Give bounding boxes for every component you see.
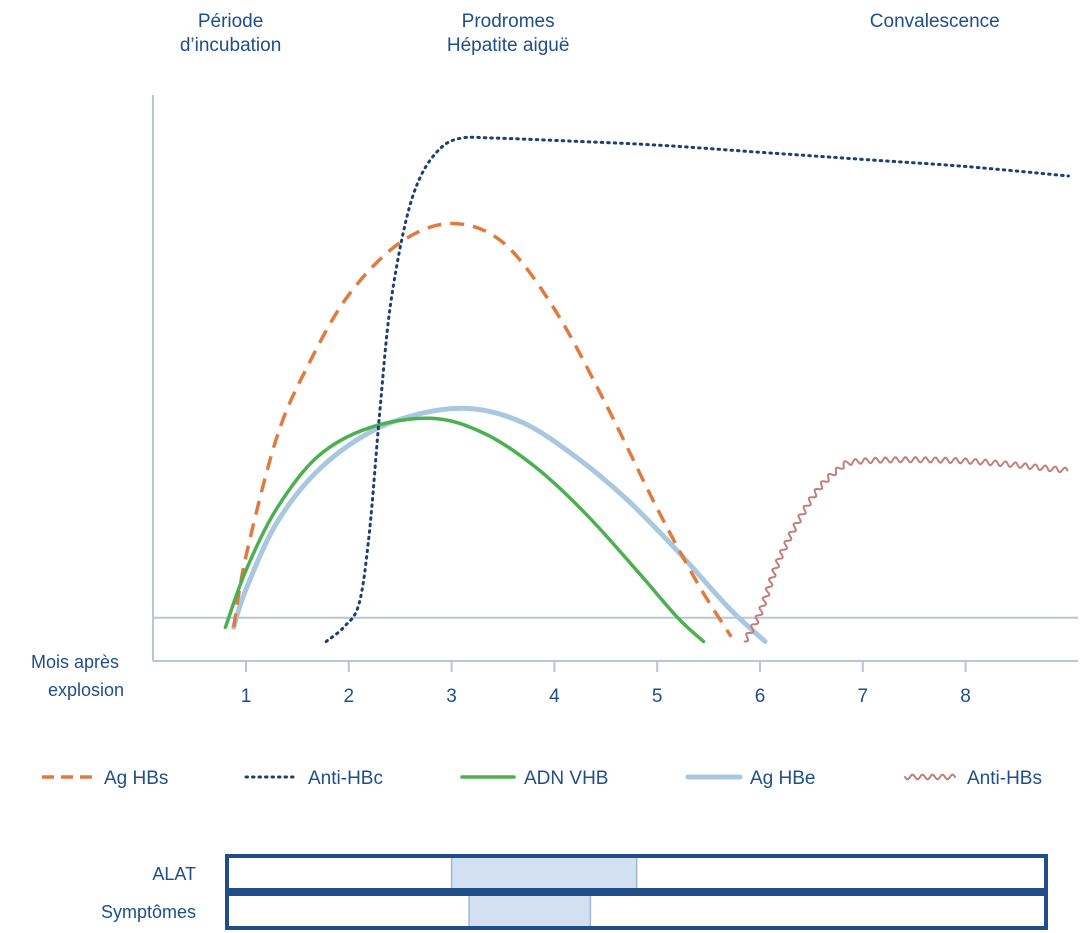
legend-swatch-anti-hbs (904, 773, 956, 781)
legend-label-ag-hbe: Ag HBe (750, 768, 815, 789)
phase-label-line: d’incubation (180, 35, 281, 56)
x-tick-label: 2 (344, 686, 355, 707)
series-adn-vhb-line (223, 416, 706, 644)
x-tick-label: 4 (549, 686, 560, 707)
series-anti-hbc-line (324, 135, 1070, 643)
bar-label-symptomes: Symptômes (101, 902, 196, 922)
bar-frame-alat (225, 854, 1048, 892)
x-axis-label-line-1: Mois après (31, 652, 119, 672)
phase-label-3: Convalescence (870, 11, 1000, 32)
axes (152, 95, 1078, 662)
series-ag-hbs-line (231, 221, 733, 638)
x-tick-label: 5 (652, 686, 663, 707)
series-anti-hbs-line (743, 456, 1069, 643)
phase-label-line: Convalescence (870, 11, 1000, 32)
alat-symptom-bars: ALAT Symptômes (101, 854, 1048, 930)
phase-label-line: Prodromes (462, 11, 555, 32)
x-tick-label: 3 (446, 686, 457, 707)
x-axis-label: Mois après explosion (31, 652, 124, 700)
phase-label-line: Période (198, 11, 264, 32)
legend-label-anti-hbc: Anti-HBc (308, 768, 383, 789)
bar-highlight-alat (450, 855, 638, 891)
bar-label-alat: ALAT (152, 864, 196, 884)
phase-labels: Période d’incubation Prodromes Hépatite aig… (180, 11, 1000, 56)
legend: Ag HBs Anti-HBc ADN VHB Ag HBe Anti-HBs (42, 768, 1042, 789)
phase-label-line: Hépatite aiguë (447, 35, 570, 56)
x-tick-label: 7 (858, 686, 869, 707)
phase-label-1: Période d’incubation (180, 11, 281, 56)
x-axis-label-line-2: explosion (48, 680, 124, 700)
legend-label-ag-hbs: Ag HBs (104, 768, 168, 789)
legend-label-anti-hbs: Anti-HBs (967, 768, 1042, 789)
series-ag-hbe-line (231, 405, 768, 644)
bar-frame-symptomes (225, 892, 1048, 930)
x-tick-label: 8 (960, 686, 971, 707)
x-ticks: 1 2 3 4 5 6 7 8 (241, 661, 971, 707)
x-tick-label: 1 (241, 686, 252, 707)
series-lines (223, 135, 1070, 644)
legend-label-adn-vhb: ADN VHB (524, 768, 608, 789)
bar-highlight-symptomes (468, 893, 592, 929)
phase-label-2: Prodromes Hépatite aiguë (447, 11, 570, 56)
x-tick-label: 6 (755, 686, 766, 707)
